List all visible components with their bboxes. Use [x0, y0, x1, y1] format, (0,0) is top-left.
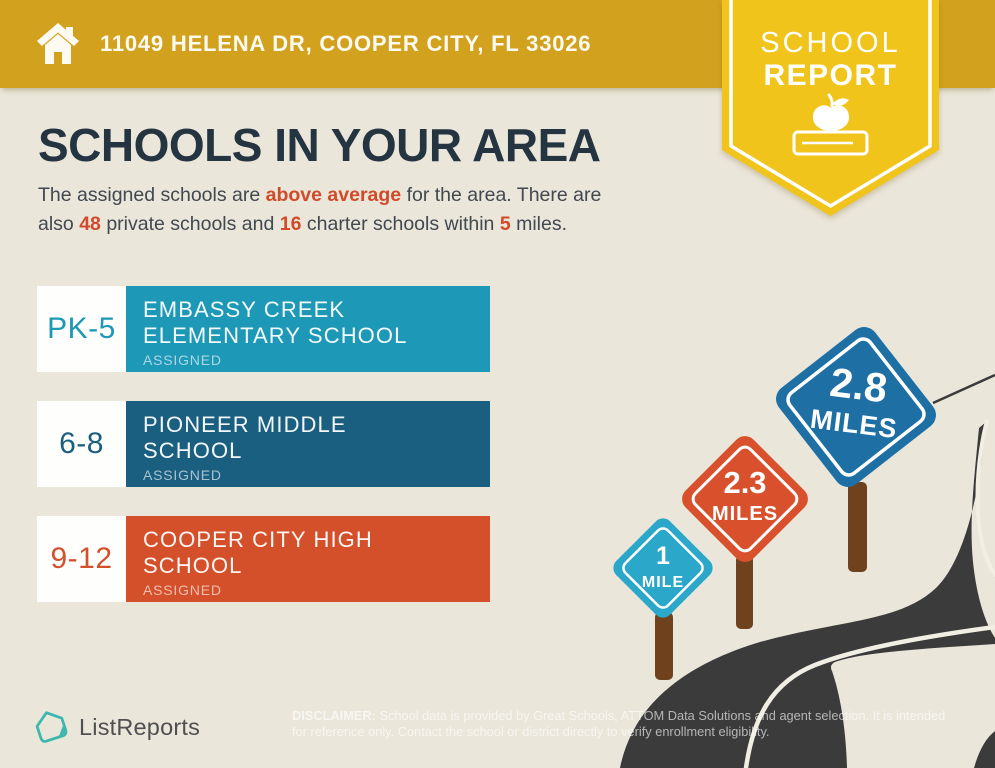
distance-sign-2-8-miles: 2.8 MILES: [776, 327, 936, 487]
grade-range: 9-12: [37, 516, 126, 602]
road-lane-line-far: [975, 419, 995, 577]
distance-sign-2-3-miles: 2.3 MILES: [682, 436, 808, 562]
sign-distance-unit: MILES: [712, 503, 778, 525]
sign-distance-value: 1: [656, 542, 670, 570]
subtitle-line-1: The assigned schools are above average f…: [38, 184, 602, 206]
above-average-highlight: above average: [265, 184, 402, 206]
sign-post-2: [736, 555, 753, 629]
sign-distance-value: 2.3: [723, 465, 766, 500]
school-name: COOPER CITY HIGH SCHOOL: [143, 527, 373, 578]
badge-line1: SCHOOL: [760, 27, 900, 59]
assigned-badge: ASSIGNED: [143, 352, 222, 368]
listreports-logo: ListReports: [33, 709, 200, 745]
grade-range: 6-8: [37, 401, 126, 487]
disclaimer-label: DISCLAIMER:: [292, 708, 376, 723]
school-card-body: COOPER CITY HIGH SCHOOL ASSIGNED: [126, 516, 490, 602]
school-list: PK-5 EMBASSY CREEK ELEMENTARY SCHOOL ASS…: [37, 286, 490, 631]
distance-sign-1-mile: 1 MILE: [613, 518, 713, 618]
assigned-badge: ASSIGNED: [143, 582, 222, 598]
sign-distance-unit: MILE: [642, 574, 684, 591]
grade-range: PK-5: [37, 286, 126, 372]
home-icon: [37, 23, 79, 64]
radius-miles: 5: [499, 213, 511, 235]
road-surface: [620, 422, 995, 768]
book-icon: [792, 130, 869, 156]
assigned-badge: ASSIGNED: [143, 467, 222, 483]
charter-school-count: 16: [279, 213, 302, 235]
disclaimer: DISCLAIMER: School data is provided by G…: [292, 708, 946, 739]
school-name: EMBASSY CREEK ELEMENTARY SCHOOL: [143, 297, 408, 348]
private-school-count: 48: [79, 213, 101, 235]
sign-distance-value: 2.8: [828, 359, 890, 412]
badge-line2: REPORT: [763, 59, 897, 92]
property-address: 11049 HELENA DR, COOPER CITY, FL 33026: [100, 31, 592, 56]
apple-icon: [812, 93, 850, 131]
school-card-middle: 6-8 PIONEER MIDDLE SCHOOL ASSIGNED: [37, 401, 490, 487]
subtitle-line-2: also 48 private schools and 16 charter s…: [38, 213, 568, 235]
sign-post-1: [655, 612, 673, 680]
school-report-badge: SCHOOL REPORT: [722, 0, 939, 216]
school-card-high: 9-12 COOPER CITY HIGH SCHOOL ASSIGNED: [37, 516, 490, 602]
road-illustration: 1 MILE 2.3 MILES 2.8 MILES: [613, 327, 995, 768]
listreports-logo-icon: [35, 711, 68, 743]
school-card-body: EMBASSY CREEK ELEMENTARY SCHOOL ASSIGNED: [126, 286, 490, 372]
road-surface-corner: [974, 731, 995, 768]
school-name: PIONEER MIDDLE SCHOOL: [143, 412, 347, 463]
subtitle: The assigned schools are above average f…: [38, 181, 601, 239]
school-card-elementary: PK-5 EMBASSY CREEK ELEMENTARY SCHOOL ASS…: [37, 286, 490, 372]
page-title: SCHOOLS IN YOUR AREA: [38, 119, 601, 171]
road-horizon-line: [932, 373, 995, 405]
school-card-body: PIONEER MIDDLE SCHOOL ASSIGNED: [126, 401, 490, 487]
road-lane-line-near: [743, 624, 995, 768]
sign-post-3: [848, 482, 867, 572]
brand-name: ListReports: [79, 713, 201, 740]
